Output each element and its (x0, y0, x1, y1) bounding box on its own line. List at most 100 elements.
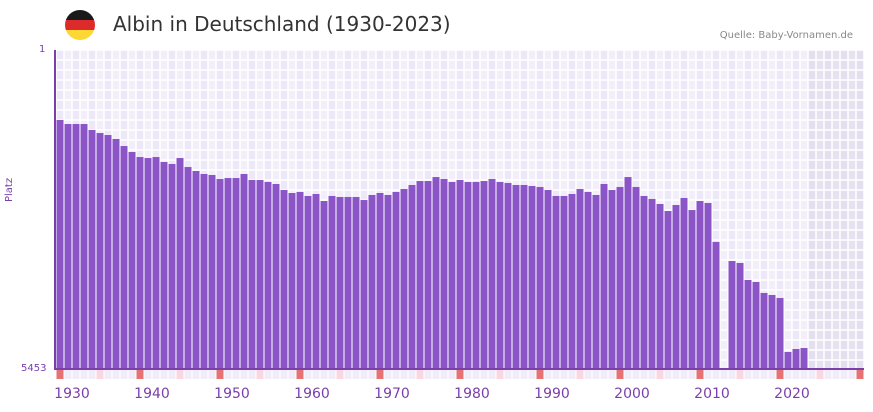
bar-1994[interactable] (568, 193, 576, 369)
bar-1989[interactable] (528, 185, 536, 369)
bar-2022[interactable] (792, 348, 800, 369)
bar-1952[interactable] (232, 178, 240, 369)
bar-1933[interactable] (80, 124, 88, 369)
bar-2000[interactable] (616, 186, 624, 369)
bar-1939[interactable] (128, 151, 136, 369)
bar-chart-plot (56, 50, 864, 369)
bar-1967[interactable] (352, 196, 360, 369)
bar-2015[interactable] (736, 262, 744, 369)
bar-2023[interactable] (800, 347, 808, 369)
bar-1949[interactable] (208, 174, 216, 369)
bar-2018[interactable] (760, 292, 768, 369)
bar-2016[interactable] (744, 280, 752, 369)
bar-1981[interactable] (464, 182, 472, 369)
bar-2011[interactable] (704, 203, 712, 369)
bar-1986[interactable] (504, 182, 512, 369)
bar-2003[interactable] (640, 195, 648, 369)
bar-1972[interactable] (392, 192, 400, 369)
y-axis-title: Platz (4, 177, 15, 202)
bar-1992[interactable] (552, 195, 560, 369)
bar-1944[interactable] (168, 163, 176, 369)
bar-1954[interactable] (248, 180, 256, 369)
bar-1960[interactable] (296, 192, 304, 369)
bar-1961[interactable] (304, 195, 312, 369)
x-tick-label: 1970 (374, 386, 410, 402)
bar-1990[interactable] (536, 186, 544, 369)
bar-1988[interactable] (520, 184, 528, 369)
bar-2007[interactable] (672, 204, 680, 369)
bar-1935[interactable] (96, 133, 104, 369)
x-tick-label: 1990 (534, 386, 570, 402)
bar-1938[interactable] (120, 146, 128, 369)
bar-1998[interactable] (600, 183, 608, 369)
bar-1941[interactable] (144, 158, 152, 369)
bar-1964[interactable] (328, 195, 336, 369)
bar-2001[interactable] (624, 177, 632, 369)
bar-1942[interactable] (152, 157, 160, 369)
bar-1936[interactable] (104, 135, 112, 369)
bar-2010[interactable] (696, 201, 704, 369)
bar-1978[interactable] (440, 179, 448, 369)
bar-2017[interactable] (752, 281, 760, 369)
bar-2004[interactable] (648, 198, 656, 369)
bar-1940[interactable] (136, 157, 144, 369)
bar-1975[interactable] (416, 181, 424, 369)
bar-1974[interactable] (408, 184, 416, 369)
bar-2009[interactable] (688, 210, 696, 369)
bar-1931[interactable] (64, 124, 72, 369)
bar-2014[interactable] (728, 260, 736, 369)
bar-2021[interactable] (784, 351, 792, 369)
bar-2002[interactable] (632, 186, 640, 369)
bar-2020[interactable] (776, 297, 784, 369)
bar-1945[interactable] (176, 158, 184, 369)
bar-2005[interactable] (656, 204, 664, 369)
bar-1963[interactable] (320, 201, 328, 369)
bar-1956[interactable] (264, 182, 272, 369)
bar-1946[interactable] (184, 167, 192, 369)
bar-1930[interactable] (56, 119, 64, 369)
bar-1983[interactable] (480, 181, 488, 369)
bar-1980[interactable] (456, 180, 464, 369)
bar-1955[interactable] (256, 180, 264, 369)
bar-2008[interactable] (680, 197, 688, 369)
bar-1973[interactable] (400, 189, 408, 369)
x-tick-label: 1980 (454, 386, 490, 402)
bar-1950[interactable] (216, 179, 224, 369)
bar-1970[interactable] (376, 193, 384, 369)
bar-1934[interactable] (88, 129, 96, 369)
bar-1943[interactable] (160, 161, 168, 369)
bar-1999[interactable] (608, 190, 616, 369)
bar-1968[interactable] (360, 200, 368, 369)
bar-1957[interactable] (272, 183, 280, 369)
bar-1993[interactable] (560, 195, 568, 369)
x-tick-label: 1930 (54, 386, 90, 402)
bar-1982[interactable] (472, 182, 480, 369)
bar-1953[interactable] (240, 173, 248, 369)
bar-1965[interactable] (336, 196, 344, 369)
bar-1987[interactable] (512, 184, 520, 369)
bar-1947[interactable] (192, 171, 200, 369)
bar-1997[interactable] (592, 194, 600, 369)
bar-1991[interactable] (544, 190, 552, 369)
bar-1979[interactable] (448, 182, 456, 369)
bar-1962[interactable] (312, 193, 320, 369)
bar-1969[interactable] (368, 194, 376, 369)
bar-2006[interactable] (664, 211, 672, 369)
bar-1959[interactable] (288, 193, 296, 369)
bar-1971[interactable] (384, 194, 392, 369)
bar-1977[interactable] (432, 177, 440, 369)
bar-1984[interactable] (488, 179, 496, 369)
bar-1985[interactable] (496, 182, 504, 369)
bar-1958[interactable] (280, 190, 288, 369)
bar-1966[interactable] (344, 196, 352, 369)
bar-1995[interactable] (576, 189, 584, 369)
bar-2012[interactable] (712, 241, 720, 369)
bar-2019[interactable] (768, 294, 776, 369)
bar-1996[interactable] (584, 192, 592, 369)
bar-1948[interactable] (200, 173, 208, 369)
bar-1976[interactable] (424, 181, 432, 369)
flag-stripe-gold (65, 30, 95, 40)
bar-1932[interactable] (72, 124, 80, 369)
bar-1937[interactable] (112, 138, 120, 369)
bar-1951[interactable] (224, 178, 232, 369)
